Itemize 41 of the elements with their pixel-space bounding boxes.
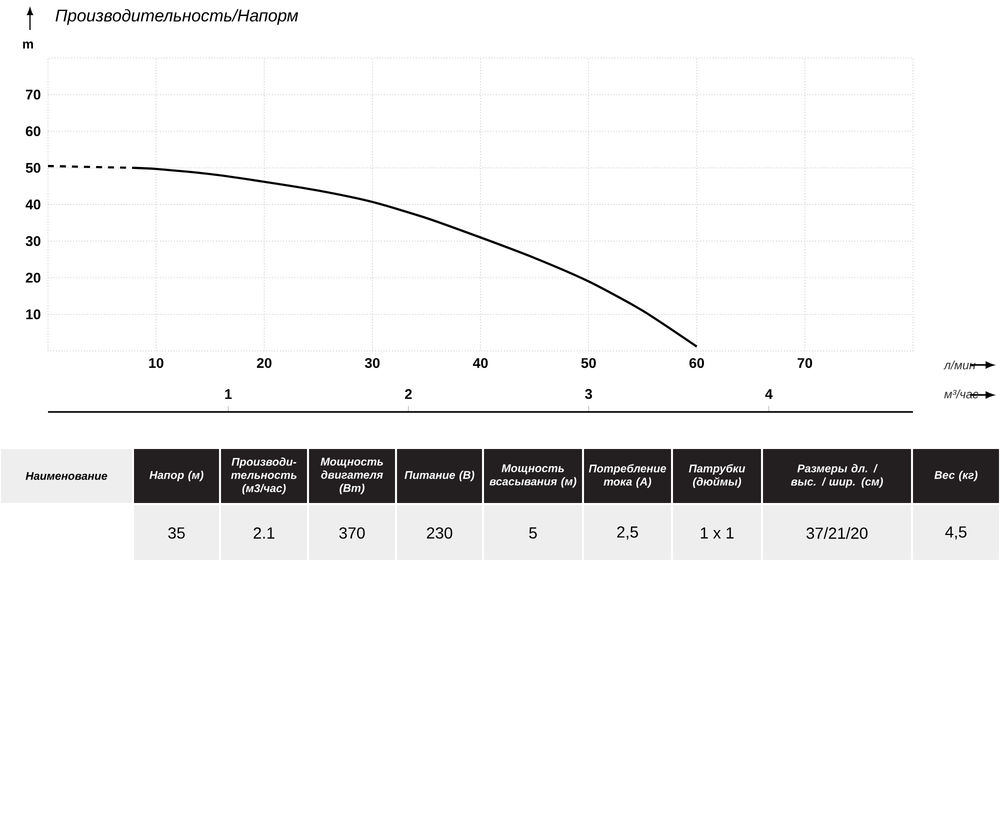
text: 4,5 [945,526,966,540]
text: 35 [168,527,185,539]
y-tick-label: 40 [26,200,40,210]
text: 37/21/20 [806,527,868,539]
text: Размеры дл. / выс. / шир. (см) [791,464,883,488]
x-tick-label: 40 [472,358,488,368]
x-tick-label: 70 [798,358,812,368]
y-tick-label: 70 [26,90,40,100]
y-tick-label: 60 [26,126,40,136]
text: 2.1 [254,527,274,539]
chart-title: Производительность/Напорм [56,9,298,25]
text: 370 [339,527,365,539]
x2-tick-label: 3 [585,389,592,399]
text: 1 x 1 [700,527,734,538]
x2-tick-label: 4 [765,389,773,399]
y-tick-label: 20 [26,272,40,283]
text: Напор (м) [150,470,204,482]
x2-axis-title: м³/час [944,390,978,398]
text: 5 [529,527,537,539]
text: Патрубки (дюймы) [688,464,746,488]
text: Питание (В) [404,470,474,482]
x-tick-label: 60 [689,358,704,368]
text: Наименование [26,472,108,480]
y-tick-label: 10 [26,309,40,320]
text: 2,5 [617,526,638,540]
x-tick-label: 50 [581,358,596,368]
y-tick-label: 50 [26,162,40,173]
text: Производи-тельность (м3/час) [231,458,296,494]
text: 230 [426,527,452,539]
text: Мощность всасывания (м) [490,464,576,488]
x-tick-label: 30 [364,358,380,368]
x2-tick-label: 2 [404,389,412,399]
text: Вес (кг) [934,470,978,482]
y-axis-title: m [23,41,33,48]
x-axis-title: л/мин [944,360,976,370]
text: Потребление тока (А) [588,464,666,488]
x-tick-label: 20 [256,358,272,368]
x-tick-label: 10 [149,358,164,368]
y-tick-label: 30 [26,236,40,246]
text: Мощность двигателя (Вт) [320,458,383,494]
x2-tick-label: 1 [225,389,232,399]
